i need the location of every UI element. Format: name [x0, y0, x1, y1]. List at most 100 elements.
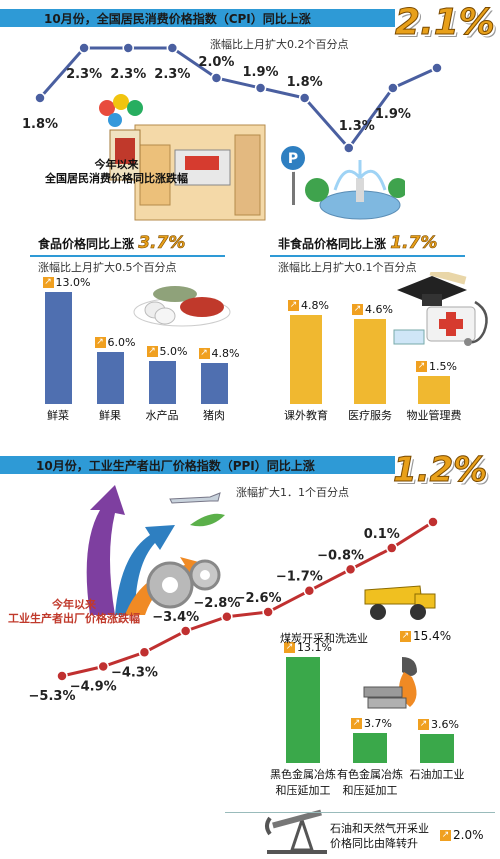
oil-gas-value: 2.0% [453, 828, 484, 842]
graduation-cap-icon [397, 272, 467, 306]
meat-icon [180, 297, 224, 317]
food-category: 猪肉 [203, 409, 225, 422]
cpi-point-label: 2.3% [110, 67, 146, 82]
oil-divider [225, 812, 495, 813]
nonfood-bar [418, 376, 450, 404]
food-bar-value: ↗ 5.0% [146, 345, 188, 358]
cpi-point [387, 82, 399, 94]
nonfood-bar-label: 4.8% [301, 299, 329, 313]
food-subtitle: 涨幅比上月扩大0.5个百分点 [38, 261, 177, 274]
ppi-point [344, 563, 357, 576]
cpi-point [431, 62, 443, 74]
ppi-point-label: −4.3% [111, 665, 158, 680]
cpi-point [210, 72, 223, 84]
up-arrow-icon: ↗ [198, 347, 210, 359]
oil-gas-value-wrap: ↗ 2.0% [440, 828, 484, 842]
food-bar-value: ↗ 13.0% [42, 276, 91, 290]
mining-truck-icon [364, 585, 436, 620]
cpi-value: 2.1% [395, 2, 496, 44]
nonfood-divider [270, 255, 465, 257]
industry-category: 有色金属冶炼 和压延加工 [337, 768, 403, 797]
ppi-point [179, 625, 192, 637]
food-value: 3.7% [138, 233, 186, 254]
cpi-point-label: 1.3% [339, 119, 375, 134]
nonfood-bar [354, 318, 386, 404]
nonfood-category: 物业管理费 [406, 409, 462, 422]
nonfood-bar-value: ↗ 4.8% [288, 299, 329, 312]
ppi-line-chart: −5.3%−4.9%−4.3% −3.4%−2.8%−2.6% −1.7% −0.8%… [29, 516, 439, 704]
cpi-line-chart: 1.8%2.3% 2.3% 2.3%2.0%1.9%1.8%1.3%1.9% [22, 42, 443, 154]
food-bar-label: 13.0% [55, 276, 91, 290]
nonfood-bar-label: 4.6% [365, 302, 393, 316]
ppi-point [386, 542, 398, 554]
ppi-point [97, 660, 109, 673]
cpi-point [254, 82, 267, 94]
stethoscope-icon [464, 300, 488, 346]
nonfood-category: 医疗服务 [348, 409, 392, 422]
cpi-point [34, 92, 46, 104]
ppi-point [138, 646, 151, 659]
industry-bar-label: 3.6% [431, 717, 459, 731]
cpi-point-label: 1.8% [22, 117, 58, 132]
industry-category: 石油加工业 [409, 768, 465, 781]
fountain-icon [305, 160, 405, 220]
food-category: 鲜菜 [47, 409, 69, 422]
balloon-icon [99, 100, 115, 116]
coal-mining-label: 煤炭开采和洗选业 [280, 632, 368, 645]
nonfood-bar [290, 315, 322, 404]
ppi-note: 今年以来 工业生产者出厂价格涨跌幅 [8, 598, 140, 625]
industry-bar [420, 733, 454, 763]
cpi-decoration: P [99, 94, 405, 221]
industry-bar-value: ↗ 13.1% [284, 641, 332, 654]
food-bar [96, 352, 124, 404]
up-arrow-icon: ↗ [352, 303, 363, 315]
up-arrow-icon: ↗ [400, 630, 411, 642]
oil-gas-label: 石油和天然气开采业 价格同比由降转升 [330, 822, 429, 850]
nonfood-bar-value: ↗ 1.5% [416, 360, 457, 373]
cpi-point [298, 92, 311, 104]
ppi-point [262, 606, 274, 618]
ppi-decoration [86, 485, 225, 615]
up-arrow-icon: ↗ [42, 277, 54, 289]
nonfood-bar-value: ↗ 4.6% [352, 303, 393, 316]
ppi-point-label: 0.1% [364, 527, 400, 542]
food-bar [200, 362, 228, 404]
up-arrow-icon: ↗ [351, 718, 362, 730]
fish-icon [153, 286, 197, 302]
ppi-title: 10月份，工业生产者出厂价格指数（PPI）同比上涨 [36, 459, 315, 473]
cpi-point-label: 2.0% [198, 55, 234, 70]
nonfood-decoration [393, 272, 488, 346]
up-arrow-icon: ↗ [288, 300, 299, 312]
up-arrow-icon: ↗ [146, 346, 158, 357]
up-arrow-icon: ↗ [94, 337, 106, 349]
food-bar-value: ↗ 4.8% [198, 346, 240, 360]
cpi-point [78, 42, 90, 54]
up-arrow-icon: ↗ [418, 718, 429, 730]
airplane-icon [169, 492, 221, 504]
industry-category: 黑色金属冶炼 和压延加工 [270, 768, 336, 797]
coal-mining-value: 15.4% [413, 629, 452, 643]
parking-sign-icon: P [279, 144, 307, 205]
ppi-point-label: −2.8% [193, 596, 240, 611]
molten-metal-icon [363, 657, 417, 709]
nonfood-category: 课外教育 [284, 409, 328, 422]
cpi-point-label: 2.3% [154, 67, 190, 82]
ppi-point [221, 611, 233, 623]
food-bar [148, 361, 176, 404]
svg-text:P: P [288, 151, 298, 167]
food-bar [44, 292, 72, 404]
industry-bar-label: 3.7% [364, 717, 392, 731]
leaf-icon [190, 513, 225, 527]
ppi-point [303, 584, 316, 597]
food-bar-label: 4.8% [211, 346, 240, 360]
coal-mining-value-wrap: ↗ 15.4% [400, 629, 451, 643]
cpi-line [38, 46, 438, 151]
ppi-line [61, 520, 434, 678]
ppi-point [427, 516, 439, 528]
food-divider [30, 255, 225, 257]
food-category: 水产品 [145, 409, 179, 422]
food-bar-label: 5.0% [159, 345, 188, 358]
medical-kit-icon [426, 306, 476, 342]
ppi-banner [0, 456, 395, 474]
